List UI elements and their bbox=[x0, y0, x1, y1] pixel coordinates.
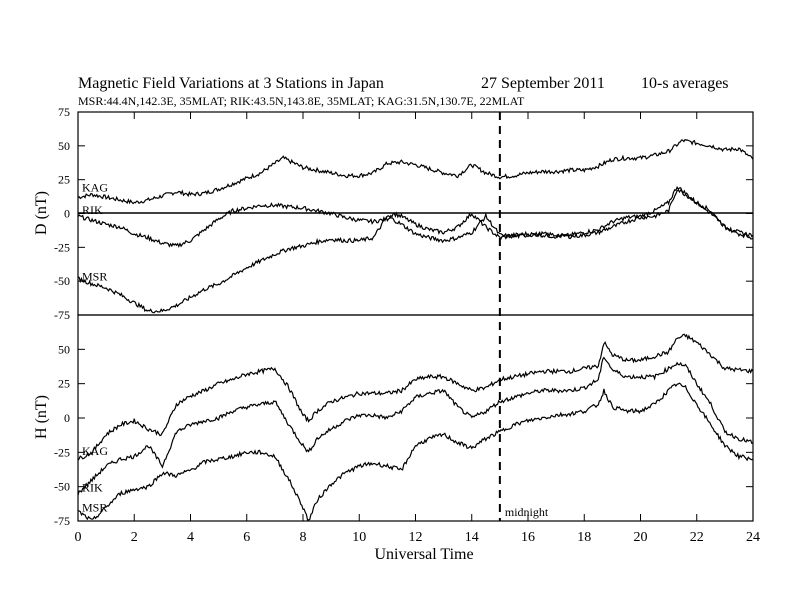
d-series-label-rik: RIK bbox=[82, 203, 103, 217]
d-series-rik bbox=[77, 185, 754, 248]
xtick-label: 16 bbox=[521, 530, 535, 545]
h-ytick-label: -25 bbox=[54, 445, 70, 459]
xtick-label: 24 bbox=[746, 530, 760, 545]
d-series-msr bbox=[77, 188, 754, 314]
xtick-label: 22 bbox=[690, 530, 704, 545]
d-series-label-kag: KAG bbox=[82, 180, 108, 194]
d-series-label-msr: MSR bbox=[82, 269, 107, 283]
d-ytick-label: 25 bbox=[58, 173, 70, 187]
xtick-label: 10 bbox=[352, 530, 366, 545]
d-ytick-label: 50 bbox=[58, 139, 70, 153]
chart-date: 27 September 2011 bbox=[481, 75, 605, 92]
h-series-rik bbox=[77, 356, 754, 496]
h-series-label-kag: KAG bbox=[82, 444, 108, 458]
xtick-label: 8 bbox=[300, 530, 307, 545]
h-ylabel: H (nT) bbox=[33, 395, 50, 439]
h-ytick-label: 0 bbox=[64, 411, 70, 425]
xtick-label: 2 bbox=[131, 530, 138, 545]
h-ytick-label: -50 bbox=[54, 480, 70, 494]
d-ylabel: D (nT) bbox=[33, 191, 50, 235]
chart-title: Magnetic Field Variations at 3 Stations … bbox=[78, 75, 384, 92]
xtick-label: 4 bbox=[187, 530, 194, 545]
midnight-label: midnight bbox=[505, 505, 549, 519]
xtick-label: 12 bbox=[409, 530, 423, 545]
d-ytick-label: -25 bbox=[54, 240, 70, 254]
xtick-label: 6 bbox=[243, 530, 250, 545]
series-layer bbox=[77, 138, 754, 521]
h-series-kag bbox=[77, 333, 754, 461]
xtick-label: 18 bbox=[577, 530, 591, 545]
h-series-label-rik: RIK bbox=[82, 481, 103, 495]
d-ytick-label: -75 bbox=[54, 308, 70, 322]
series-labels: KAG RIK MSR KAG RIK MSR bbox=[82, 180, 108, 514]
xtick-label: 20 bbox=[634, 530, 648, 545]
d-series-kag bbox=[77, 138, 754, 205]
h-series-label-msr: MSR bbox=[82, 500, 107, 514]
xtick-label: 14 bbox=[465, 530, 479, 545]
xtick-label: 0 bbox=[75, 530, 82, 545]
h-series-msr bbox=[77, 382, 754, 521]
h-ytick-label: 25 bbox=[58, 377, 70, 391]
h-ytick-label: -75 bbox=[54, 514, 70, 528]
chart-averaging: 10-s averages bbox=[641, 75, 729, 92]
x-axis-label: Universal Time bbox=[374, 546, 473, 563]
chart-subtitle: MSR:44.4N,142.3E, 35MLAT; RIK:43.5N,143.… bbox=[78, 94, 525, 108]
h-panel-frame bbox=[77, 314, 754, 522]
d-ytick-label: 75 bbox=[58, 105, 70, 119]
d-ytick-label: -50 bbox=[54, 274, 70, 288]
h-ytick-label: 50 bbox=[58, 342, 70, 356]
d-ytick-label: 0 bbox=[64, 207, 70, 221]
